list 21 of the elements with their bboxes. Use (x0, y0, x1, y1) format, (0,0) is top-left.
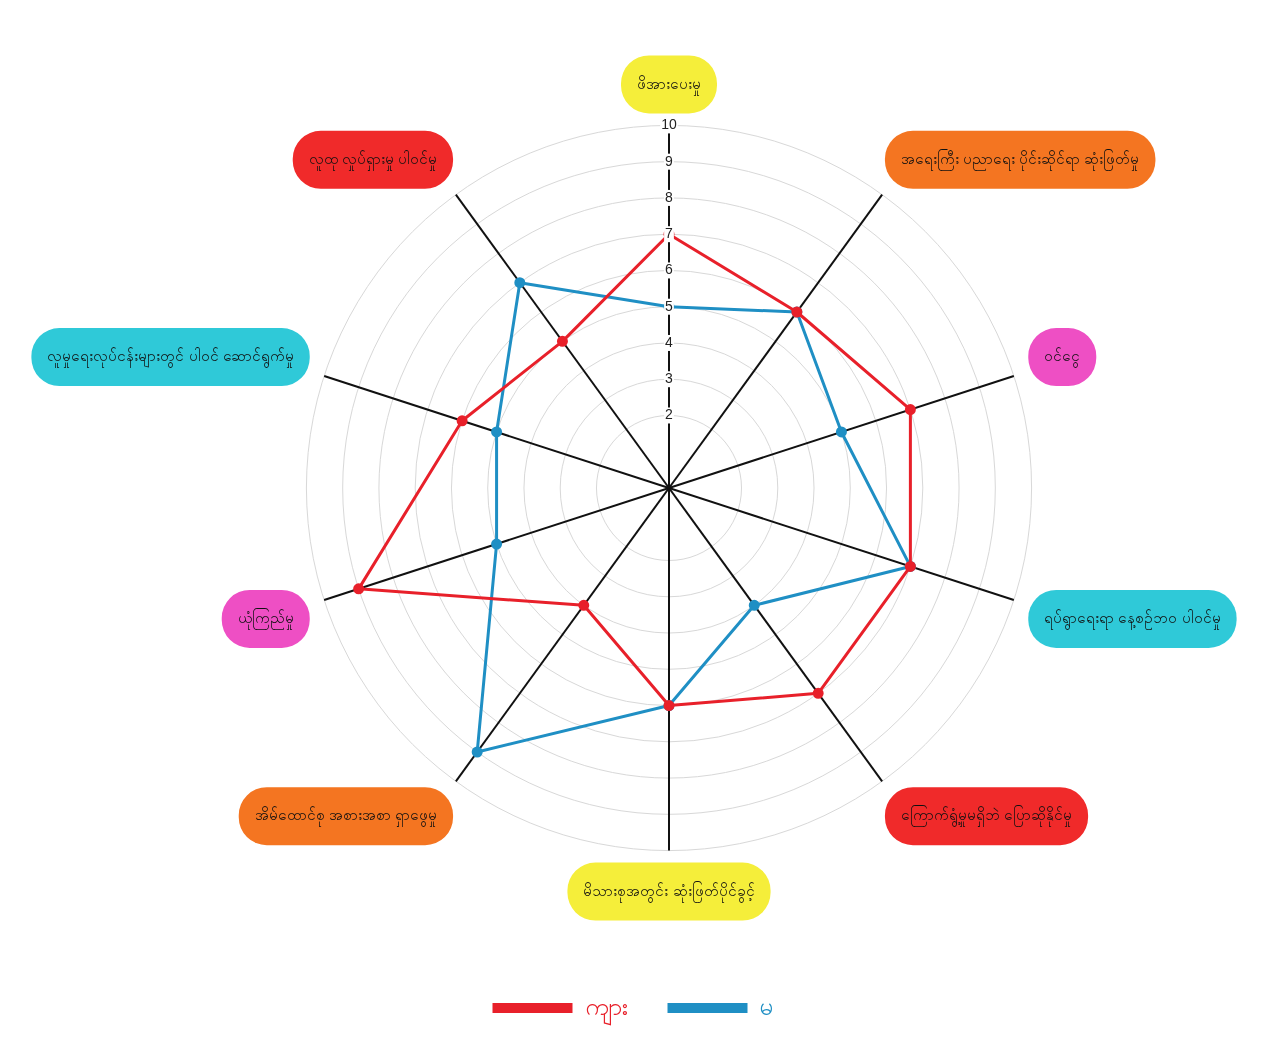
y-tick-label: 3 (665, 370, 674, 387)
y-tick-label: 6 (665, 261, 674, 278)
legend-label: ကျား (584, 992, 628, 1026)
spoke-label: အရေးကြီး ပညာရေး ပိုင်းဆိုင်ရာ ဆုံးဖြတ်မှု (900, 148, 1140, 171)
legend-label: မ (759, 992, 773, 1020)
y-tick-label: 8 (665, 188, 674, 205)
spoke-label: ရပ်ရွာရေးရာ နေ့စဉ်ဘဝ ပါဝင်မှု (1044, 609, 1221, 631)
spoke-label: ယုံကြည်မှု (237, 608, 294, 631)
spoke-label: လူထု လှုပ်ရှားမှု ပါဝင်မှု (308, 149, 438, 171)
y-tick-label: 2 (665, 406, 674, 423)
spoke-label: မိသားစုအတွင်း ဆုံးဖြတ်ပိုင်ခွင့် (583, 880, 755, 903)
spoke-label: ဝင်ငွေ (1044, 347, 1081, 369)
y-tick-label: 7 (665, 225, 674, 242)
spoke-label: အိမ်ထောင်စု အစားအစာ ရှာဖွေမှု (254, 806, 438, 828)
y-tick-label: 4 (665, 333, 674, 350)
spoke-label: လူမှုရေးလုပ်ငန်းများတွင် ပါဝင် ဆောင်ရွက်မှု (47, 347, 294, 369)
y-tick-label: 5 (665, 297, 674, 314)
spoke-label: ဖိအားပေးမှု (637, 74, 701, 96)
y-tick-label: 9 (665, 152, 674, 169)
spoke-label: ကြောက်ရွံ့မှုမရှိဘဲ ပြောဆိုနိုင်မှု (900, 805, 1073, 828)
y-tick-label: 10 (661, 116, 677, 133)
